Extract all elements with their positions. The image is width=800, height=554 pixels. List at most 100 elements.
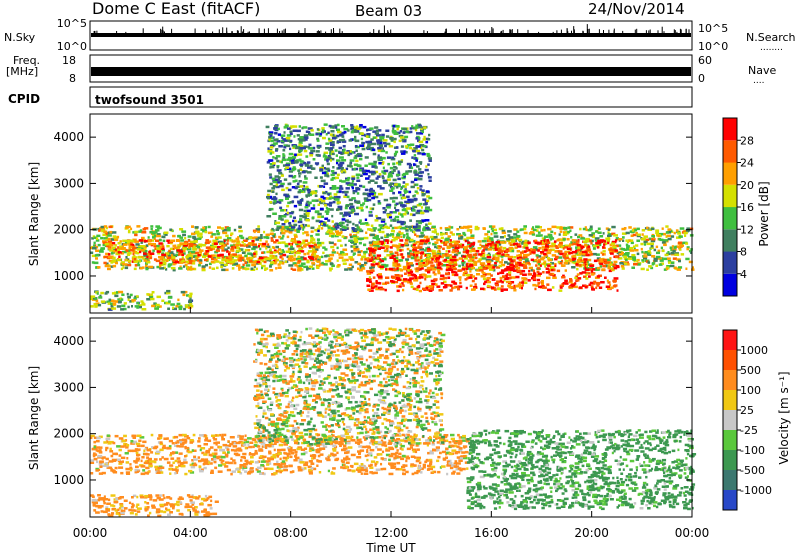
echo-cell xyxy=(285,144,291,148)
echo-cell xyxy=(267,196,271,200)
echo-cell xyxy=(352,235,357,238)
echo-cell xyxy=(468,276,473,279)
echo-cell xyxy=(127,259,132,263)
echo-cell xyxy=(336,451,339,455)
nsky-spike xyxy=(688,29,690,34)
echo-cell xyxy=(101,229,104,233)
echo-cell xyxy=(420,252,424,255)
echo-cell xyxy=(204,258,208,262)
echo-cell xyxy=(104,232,109,236)
echo-cell xyxy=(474,277,478,280)
echo-cell xyxy=(300,246,304,249)
echo-cell xyxy=(340,167,344,170)
echo-cell xyxy=(205,250,210,253)
echo-cell xyxy=(324,204,327,207)
echo-cell xyxy=(418,140,424,144)
echo-cell xyxy=(497,287,501,291)
nsky-spike xyxy=(267,28,269,34)
echo-cell xyxy=(386,178,391,181)
echo-cell xyxy=(190,305,194,308)
echo-cell xyxy=(309,152,314,155)
echo-cell xyxy=(343,130,347,134)
echo-cell xyxy=(309,164,313,168)
echo-cell xyxy=(424,219,430,222)
nsky-spike xyxy=(582,30,584,34)
echo-cell xyxy=(281,462,287,465)
echo-cell xyxy=(383,256,387,260)
echo-cell xyxy=(595,253,600,256)
echo-cell xyxy=(325,212,329,215)
echo-cell xyxy=(521,250,526,253)
nsky-spike xyxy=(387,30,389,34)
echo-cell xyxy=(382,207,386,210)
echo-cell xyxy=(393,280,399,284)
echo-cell xyxy=(180,290,186,294)
echo-cell xyxy=(328,257,333,260)
echo-cell xyxy=(665,267,669,271)
echo-cell xyxy=(182,260,186,264)
echo-cell xyxy=(315,266,320,269)
echo-cell xyxy=(565,280,568,284)
echo-cell xyxy=(141,266,145,269)
echo-cell xyxy=(384,222,387,226)
echo-cell xyxy=(371,148,376,151)
echo-cell xyxy=(124,263,128,266)
echo-cell xyxy=(103,225,108,228)
echo-cell xyxy=(356,248,360,251)
echo-cell xyxy=(211,267,216,270)
echo-cell xyxy=(485,248,489,251)
echo-cell xyxy=(636,252,640,256)
echo-cell xyxy=(212,245,217,249)
echo-cell xyxy=(155,225,160,228)
echo-cell xyxy=(324,156,329,159)
echo-cell xyxy=(120,267,123,271)
echo-cell xyxy=(169,464,174,467)
echo-cell xyxy=(647,228,653,231)
echo-cell xyxy=(462,266,468,269)
echo-cell xyxy=(116,235,120,239)
nsky-spike xyxy=(333,30,335,34)
echo-cell xyxy=(279,160,282,163)
echo-cell xyxy=(176,250,180,253)
echo-cell xyxy=(615,244,619,248)
echo-cell xyxy=(199,235,203,238)
echo-cell xyxy=(451,265,454,269)
echo-cell xyxy=(377,149,381,152)
echo-cell xyxy=(367,143,372,146)
echo-cell xyxy=(682,241,688,245)
echo-cell xyxy=(336,159,341,162)
echo-cell xyxy=(425,223,428,226)
echo-cell xyxy=(647,250,651,253)
echo-cell xyxy=(224,461,230,464)
echo-cell xyxy=(418,202,423,206)
colorbar-swatch xyxy=(723,207,737,230)
echo-cell xyxy=(485,265,490,268)
echo-cell xyxy=(278,235,282,239)
echo-cell xyxy=(117,258,121,262)
echo-cell xyxy=(501,258,504,261)
echo-cell xyxy=(636,239,640,242)
echo-cell xyxy=(254,252,258,256)
echo-cell xyxy=(378,276,383,280)
echo-cell xyxy=(297,220,303,224)
echo-cell xyxy=(522,273,527,276)
echo-cell xyxy=(617,257,623,260)
echo-cell xyxy=(329,152,332,155)
echo-cell xyxy=(390,219,393,222)
echo-cell xyxy=(327,155,331,158)
echo-cell xyxy=(98,472,103,475)
echo-cell xyxy=(294,264,298,267)
echo-cell xyxy=(281,249,284,252)
echo-cell xyxy=(374,246,378,250)
echo-cell xyxy=(523,225,527,228)
echo-cell xyxy=(310,207,316,210)
echo-cell xyxy=(306,161,311,164)
echo-cell xyxy=(419,188,422,191)
echo-cell xyxy=(650,245,654,248)
echo-cell xyxy=(420,234,425,237)
echo-cell xyxy=(410,252,413,256)
echo-cell xyxy=(374,126,379,129)
echo-cell xyxy=(240,244,245,247)
echo-cell xyxy=(224,263,228,266)
